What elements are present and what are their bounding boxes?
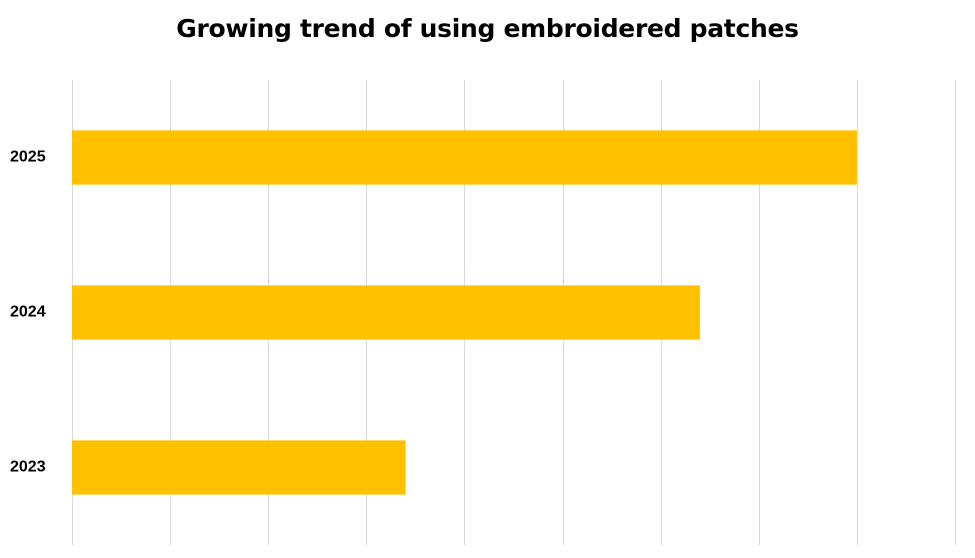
chart-title: Growing trend of using embroidered patch… xyxy=(176,14,799,43)
category-labels: 2023 2024 2025 xyxy=(10,149,46,476)
category-label-2025: 2025 xyxy=(10,149,46,166)
category-label-2024: 2024 xyxy=(10,304,46,321)
category-label-2023: 2023 xyxy=(10,459,46,476)
bar-2023 xyxy=(72,440,406,495)
bars xyxy=(72,130,857,495)
bar-2024 xyxy=(72,285,700,340)
bar-2025 xyxy=(72,130,857,185)
